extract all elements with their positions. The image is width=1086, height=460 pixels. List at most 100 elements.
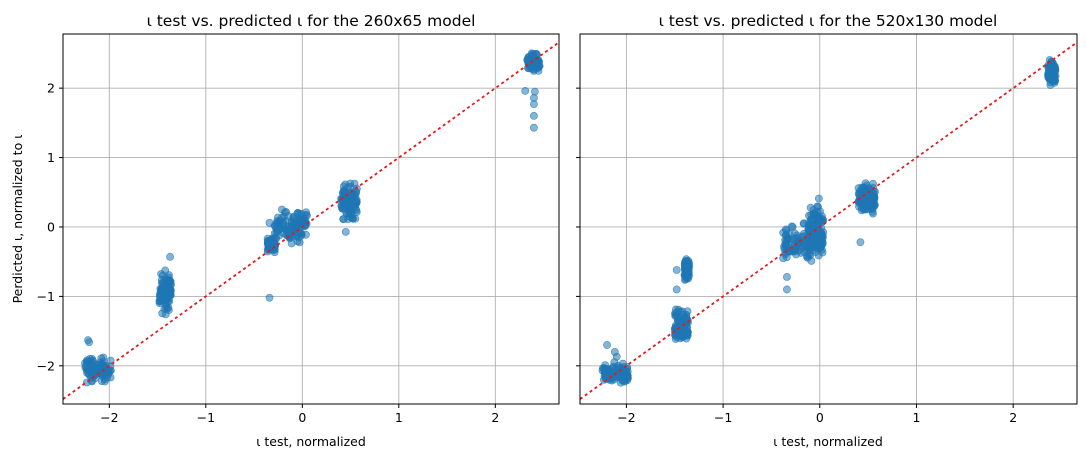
data-point <box>83 369 91 377</box>
data-point <box>341 227 350 236</box>
data-point <box>783 285 791 294</box>
data-point <box>164 303 173 312</box>
data-point <box>273 217 281 226</box>
data-point <box>157 270 165 278</box>
data-point <box>85 338 93 347</box>
data-point <box>672 285 681 294</box>
x-tick-label: −1 <box>714 410 732 425</box>
chart-title: ι test vs. predicted ι for the 260x65 mo… <box>147 12 476 30</box>
data-point <box>784 233 793 242</box>
data-point <box>345 206 354 215</box>
data-points <box>598 56 1060 387</box>
grid <box>580 34 1077 404</box>
x-axis-ticks: −2 −1 0 1 2 <box>100 404 499 425</box>
data-point <box>1050 62 1058 71</box>
x-tick-label: 1 <box>395 410 403 425</box>
data-point <box>866 201 875 210</box>
plot-area <box>580 34 1077 404</box>
data-point <box>807 240 816 249</box>
data-point <box>530 87 539 96</box>
data-point <box>166 252 175 261</box>
data-point <box>156 290 164 299</box>
x-tick-label: −2 <box>617 410 635 425</box>
data-point <box>275 224 284 233</box>
data-point <box>341 180 350 189</box>
data-point <box>683 262 692 271</box>
axes-frame <box>579 33 1078 405</box>
x-tick-label: 2 <box>491 410 499 425</box>
data-point <box>530 123 538 132</box>
data-point <box>351 200 360 209</box>
data-point <box>861 179 870 188</box>
data-point <box>288 220 297 229</box>
data-point <box>526 57 535 66</box>
y-tick-label: −1 <box>37 289 55 304</box>
data-point <box>869 209 877 218</box>
data-point <box>338 196 347 205</box>
x-tick-label: −1 <box>197 410 215 425</box>
data-point <box>781 241 790 250</box>
data-point <box>856 199 865 208</box>
grid <box>63 34 559 404</box>
data-point <box>608 364 617 372</box>
data-point <box>600 367 609 376</box>
data-point <box>265 218 274 227</box>
data-point <box>285 234 294 243</box>
axes-frame <box>62 33 560 405</box>
data-point <box>162 278 170 287</box>
data-point <box>612 352 621 361</box>
data-point <box>808 215 817 224</box>
x-tick-label: 2 <box>1009 410 1017 425</box>
data-point <box>856 238 865 247</box>
data-point <box>521 87 530 95</box>
panel-right: −2 −1 0 1 2 ι test vs. predicted ι for the 5… <box>576 12 1078 449</box>
data-point <box>289 213 298 222</box>
data-point <box>533 59 542 67</box>
x-axis-label: ι test, normalized <box>773 434 883 449</box>
data-point <box>104 369 113 378</box>
data-point <box>266 238 275 247</box>
data-point <box>620 377 629 386</box>
data-point <box>81 359 89 368</box>
data-point <box>673 312 682 321</box>
data-point <box>106 356 115 365</box>
data-point <box>672 266 681 274</box>
y-tick-label: 1 <box>47 150 55 165</box>
data-point <box>530 112 538 120</box>
data-point <box>603 341 611 349</box>
data-point <box>161 310 170 319</box>
data-point <box>783 273 791 281</box>
data-point <box>297 230 306 238</box>
plot-area <box>63 34 559 404</box>
data-point <box>164 289 173 297</box>
y-tick-label: 2 <box>47 81 55 96</box>
data-point <box>811 225 820 233</box>
panel-left: −2 −1 0 1 2 −2 −1 0 1 2 ι test vs. predicted ι f… <box>10 12 560 449</box>
data-point <box>293 237 302 246</box>
data-point <box>303 211 311 220</box>
data-point <box>341 187 350 196</box>
data-point <box>806 203 815 212</box>
data-point <box>793 233 802 242</box>
y-tick-label: −2 <box>37 358 55 373</box>
chart-title: ι test vs. predicted ι for the 520x130 m… <box>659 12 998 30</box>
x-axis-label: ι test, normalized <box>256 434 366 449</box>
y-axis-ticks: −2 −1 0 1 2 <box>37 81 63 373</box>
x-tick-label: −2 <box>100 410 118 425</box>
data-points <box>81 49 544 387</box>
x-axis-ticks: −2 −1 0 1 2 <box>617 404 1017 425</box>
data-point <box>682 273 691 281</box>
data-point <box>817 242 826 251</box>
data-point <box>1049 75 1058 84</box>
data-point <box>788 222 796 231</box>
data-point <box>796 241 805 250</box>
data-point <box>97 377 106 385</box>
x-tick-label: 0 <box>816 410 824 425</box>
data-point <box>683 307 692 316</box>
data-point <box>814 194 823 203</box>
data-point <box>673 333 681 342</box>
data-point <box>97 354 106 363</box>
y-axis-ticks <box>576 87 580 367</box>
